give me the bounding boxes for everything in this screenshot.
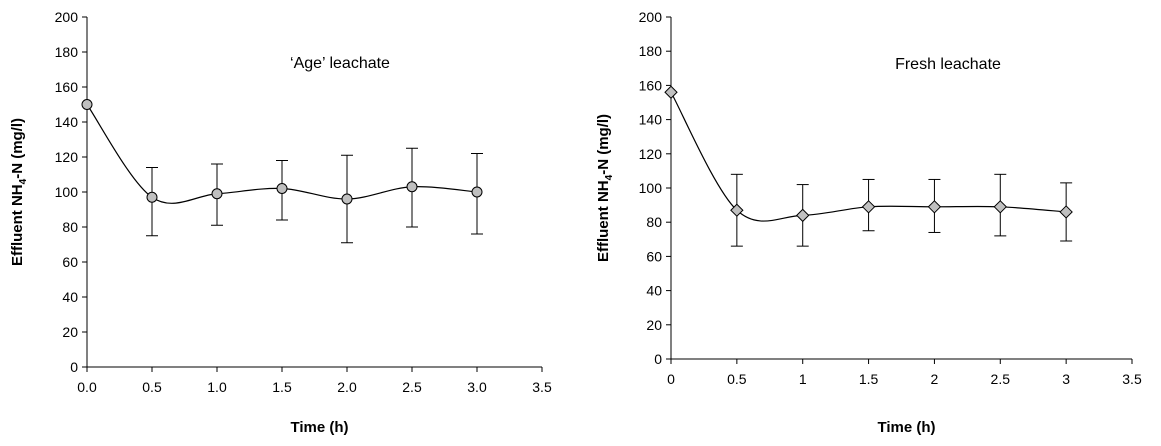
x-tick-label: 3.0 (467, 379, 487, 395)
y-tick-label: 0 (654, 351, 662, 367)
x-axis-title: Time (h) (290, 419, 348, 436)
x-tick-label: 0.0 (77, 379, 97, 395)
x-tick-label: 3.5 (532, 379, 552, 395)
y-axis-title-main: Effluent NH (9, 184, 26, 266)
chart-annotation: ‘Age’ leachate (290, 55, 390, 72)
x-tick-label: 1 (799, 371, 807, 387)
y-tick-label: 60 (646, 248, 662, 264)
x-axis-title: Time (h) (877, 419, 935, 436)
y-tick-label: 100 (55, 184, 79, 200)
y-tick-label: 40 (646, 283, 662, 299)
data-point (664, 85, 678, 99)
data-point (406, 181, 418, 193)
y-tick-label: 140 (639, 112, 663, 128)
x-tick-label: 1.0 (207, 379, 227, 395)
y-tick-label: 20 (62, 324, 78, 340)
x-tick-label: 2.5 (991, 371, 1011, 387)
x-tick-label: 1.5 (272, 379, 292, 395)
y-tick-label: 40 (62, 289, 78, 305)
y-axis-title-main: Effluent NH (595, 180, 612, 262)
x-tick-label: 0 (667, 371, 675, 387)
x-tick-label: 0.5 (142, 379, 162, 395)
y-tick-label: 80 (646, 214, 662, 230)
y-axis-title-tail: -N (mg/l) (595, 114, 612, 175)
data-point (1059, 205, 1073, 219)
y-tick-label: 120 (55, 149, 79, 165)
x-tick-label: 2 (931, 371, 939, 387)
y-tick-label: 120 (639, 146, 663, 162)
y-tick-label: 180 (639, 43, 663, 59)
y-tick-label: 200 (639, 9, 663, 25)
y-tick-label: 160 (639, 77, 663, 93)
y-axis-title-subscript: 4 (18, 178, 29, 184)
chart-age-leachate: 0 20 40 60 80 100 120 140 160 180 200 0.0 0.5 1.0 1.5 2… (9, 9, 552, 436)
data-point (81, 99, 93, 110)
y-axis-title-subscript: 4 (604, 174, 615, 180)
data-point (730, 203, 744, 217)
y-axis-title: Effluent NH4-N (mg/l) (9, 118, 29, 266)
data-point (211, 188, 223, 200)
y-tick-label: 100 (639, 180, 663, 196)
data-point (861, 200, 876, 214)
chart-annotation: Fresh leachate (895, 56, 1001, 73)
y-tick-label: 200 (55, 9, 79, 25)
data-point (927, 200, 942, 214)
y-axis-title-tail: -N (mg/l) (9, 118, 26, 179)
y-tick-label: 60 (62, 254, 78, 270)
data-point (146, 191, 158, 203)
y-tick-label: 0 (70, 359, 78, 375)
x-tick-label: 3.5 (1122, 371, 1142, 387)
data-point (796, 208, 810, 223)
y-tick-label: 160 (55, 79, 79, 95)
y-tick-label: 140 (55, 114, 79, 130)
data-point (276, 183, 288, 194)
y-tick-label: 180 (55, 44, 79, 60)
y-axis-title: Effluent NH4-N (mg/l) (595, 114, 615, 262)
data-point (471, 186, 483, 198)
data-point (993, 200, 1007, 214)
x-tick-label: 2.5 (402, 379, 422, 395)
x-tick-label: 0.5 (727, 371, 747, 387)
y-tick-label: 20 (646, 317, 662, 333)
x-tick-label: 1.5 (859, 371, 879, 387)
data-point (341, 193, 353, 205)
x-tick-label: 3 (1062, 371, 1070, 387)
chart-fresh-leachate: 0 20 40 60 80 100 120 140 160 180 200 0 0.5 1 1.5 2 2.5 3… (595, 9, 1142, 436)
x-tick-label: 2.0 (337, 379, 357, 395)
y-tick-label: 80 (62, 219, 78, 235)
